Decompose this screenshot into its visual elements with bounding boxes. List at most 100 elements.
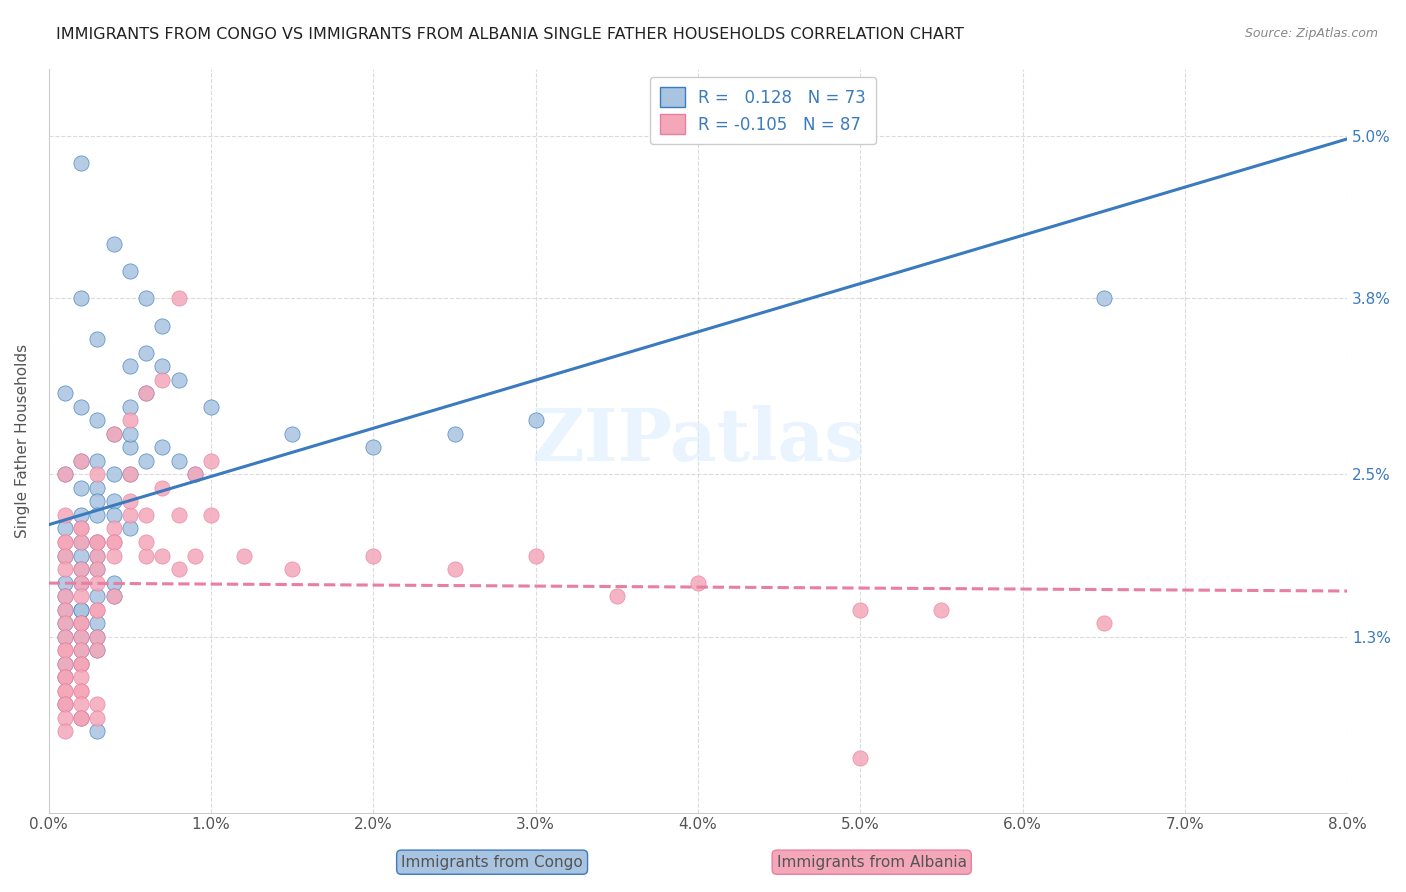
- Point: [53, 602, 76, 616]
- Point: [53, 683, 76, 698]
- Point: [363, 440, 385, 454]
- Point: [135, 549, 157, 563]
- Point: [53, 616, 76, 631]
- Point: [443, 562, 465, 576]
- Point: [86, 454, 108, 468]
- Point: [118, 494, 141, 508]
- Point: [103, 521, 125, 535]
- Point: [86, 481, 108, 495]
- Point: [70, 711, 93, 725]
- Legend: R =   0.128   N = 73, R = -0.105   N = 87: R = 0.128 N = 73, R = -0.105 N = 87: [650, 77, 876, 145]
- Point: [606, 589, 628, 603]
- Point: [53, 657, 76, 671]
- Point: [53, 575, 76, 590]
- Point: [70, 630, 93, 644]
- Text: Immigrants from Congo: Immigrants from Congo: [401, 855, 583, 870]
- Point: [70, 562, 93, 576]
- Point: [103, 589, 125, 603]
- Point: [53, 670, 76, 684]
- Point: [118, 359, 141, 373]
- Point: [86, 643, 108, 657]
- Point: [70, 683, 93, 698]
- Point: [53, 683, 76, 698]
- Point: [70, 630, 93, 644]
- Point: [150, 359, 173, 373]
- Point: [200, 508, 222, 522]
- Point: [103, 494, 125, 508]
- Point: [103, 535, 125, 549]
- Point: [53, 562, 76, 576]
- Point: [53, 630, 76, 644]
- Point: [53, 630, 76, 644]
- Point: [686, 575, 709, 590]
- Point: [53, 549, 76, 563]
- Point: [200, 400, 222, 414]
- Point: [86, 643, 108, 657]
- Point: [86, 549, 108, 563]
- Point: [167, 454, 190, 468]
- Point: [70, 575, 93, 590]
- Point: [1092, 616, 1115, 631]
- Point: [86, 616, 108, 631]
- Point: [167, 292, 190, 306]
- Point: [70, 698, 93, 712]
- Text: IMMIGRANTS FROM CONGO VS IMMIGRANTS FROM ALBANIA SINGLE FATHER HOUSEHOLDS CORREL: IMMIGRANTS FROM CONGO VS IMMIGRANTS FROM…: [56, 27, 965, 42]
- Point: [70, 535, 93, 549]
- Point: [103, 508, 125, 522]
- Point: [70, 657, 93, 671]
- Point: [103, 549, 125, 563]
- Text: Immigrants from Albania: Immigrants from Albania: [776, 855, 967, 870]
- Point: [53, 643, 76, 657]
- Point: [103, 467, 125, 482]
- Point: [849, 751, 872, 765]
- Point: [86, 698, 108, 712]
- Point: [150, 440, 173, 454]
- Point: [53, 724, 76, 739]
- Point: [70, 670, 93, 684]
- Point: [103, 575, 125, 590]
- Point: [150, 373, 173, 387]
- Point: [70, 643, 93, 657]
- Point: [53, 602, 76, 616]
- Point: [184, 467, 207, 482]
- Point: [184, 467, 207, 482]
- Point: [70, 521, 93, 535]
- Point: [70, 616, 93, 631]
- Point: [200, 454, 222, 468]
- Point: [118, 467, 141, 482]
- Point: [53, 467, 76, 482]
- Point: [86, 508, 108, 522]
- Point: [86, 630, 108, 644]
- Point: [118, 264, 141, 278]
- Point: [103, 426, 125, 441]
- Point: [135, 508, 157, 522]
- Point: [86, 562, 108, 576]
- Point: [70, 683, 93, 698]
- Point: [281, 562, 304, 576]
- Point: [70, 508, 93, 522]
- Point: [232, 549, 254, 563]
- Point: [103, 237, 125, 252]
- Text: Source: ZipAtlas.com: Source: ZipAtlas.com: [1244, 27, 1378, 40]
- Point: [86, 535, 108, 549]
- Point: [135, 386, 157, 401]
- Point: [86, 589, 108, 603]
- Point: [70, 575, 93, 590]
- Point: [135, 292, 157, 306]
- Point: [53, 698, 76, 712]
- Point: [53, 711, 76, 725]
- Point: [53, 467, 76, 482]
- Point: [53, 535, 76, 549]
- Point: [118, 400, 141, 414]
- Point: [150, 481, 173, 495]
- Point: [281, 426, 304, 441]
- Point: [86, 630, 108, 644]
- Point: [70, 400, 93, 414]
- Point: [86, 575, 108, 590]
- Point: [70, 589, 93, 603]
- Point: [53, 698, 76, 712]
- Point: [443, 426, 465, 441]
- Y-axis label: Single Father Households: Single Father Households: [15, 343, 30, 538]
- Point: [70, 616, 93, 631]
- Point: [70, 657, 93, 671]
